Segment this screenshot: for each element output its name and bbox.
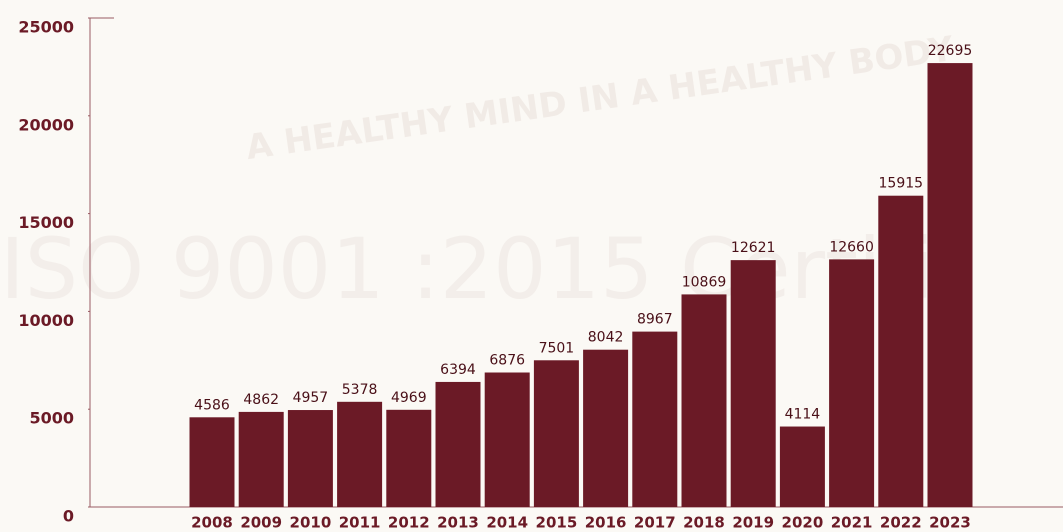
bar [239,412,284,507]
value-label: 4586 [194,397,230,413]
value-label: 4969 [391,390,427,406]
x-tick-label: 2023 [929,514,971,532]
value-label: 15915 [879,176,924,192]
x-tick-label: 2019 [732,514,774,532]
x-tick-label: 2013 [437,514,479,532]
bar [780,427,825,507]
x-tick-label: 2020 [782,514,824,532]
y-tick-label: 20000 [18,115,74,134]
bar [485,373,530,507]
x-tick-label: 2008 [191,514,233,532]
x-tick-label: 2009 [240,514,282,532]
watermark: ISO 9001 :2015 Certifi [0,220,934,318]
value-label: 5378 [342,382,378,398]
x-tick-label: 2021 [831,514,873,532]
y-tick-label: 0 [63,507,74,526]
value-label: 7501 [539,340,575,356]
value-label: 10869 [682,274,727,290]
x-tick-label: 2012 [388,514,430,532]
bar [534,360,579,507]
x-tick-label: 2011 [339,514,381,532]
y-tick-label: 5000 [29,409,74,428]
value-label: 22695 [928,43,973,59]
value-label: 8967 [637,312,673,328]
x-tick-label: 2022 [880,514,922,532]
y-tick-label: 25000 [18,18,74,37]
y-tick-label: 15000 [18,213,74,232]
bar [190,417,235,507]
value-label: 12660 [829,239,874,255]
bar [878,196,923,507]
bar [436,382,481,507]
bar [632,332,677,507]
bar [682,294,727,507]
bar [731,260,776,507]
chart: A HEALTHY MIND IN A HEALTHY BODY ISO 900… [0,0,1063,532]
bar [928,63,973,507]
y-tick-label: 10000 [18,311,74,330]
value-label: 4862 [243,392,279,408]
value-label: 4114 [785,407,821,423]
bar [829,259,874,507]
x-tick-label: 2014 [486,514,528,532]
x-tick-label: 2016 [585,514,627,532]
value-label: 4957 [293,390,329,406]
bar [583,350,628,507]
value-label: 12621 [731,240,776,256]
value-label: 8042 [588,330,624,346]
bar [288,410,333,507]
bar [337,402,382,507]
value-label: 6394 [440,362,476,378]
x-tick-label: 2017 [634,514,676,532]
x-tick-label: 2018 [683,514,725,532]
x-tick-label: 2015 [536,514,578,532]
x-tick-label: 2010 [290,514,332,532]
bar [386,410,431,507]
value-label: 6876 [489,353,525,369]
